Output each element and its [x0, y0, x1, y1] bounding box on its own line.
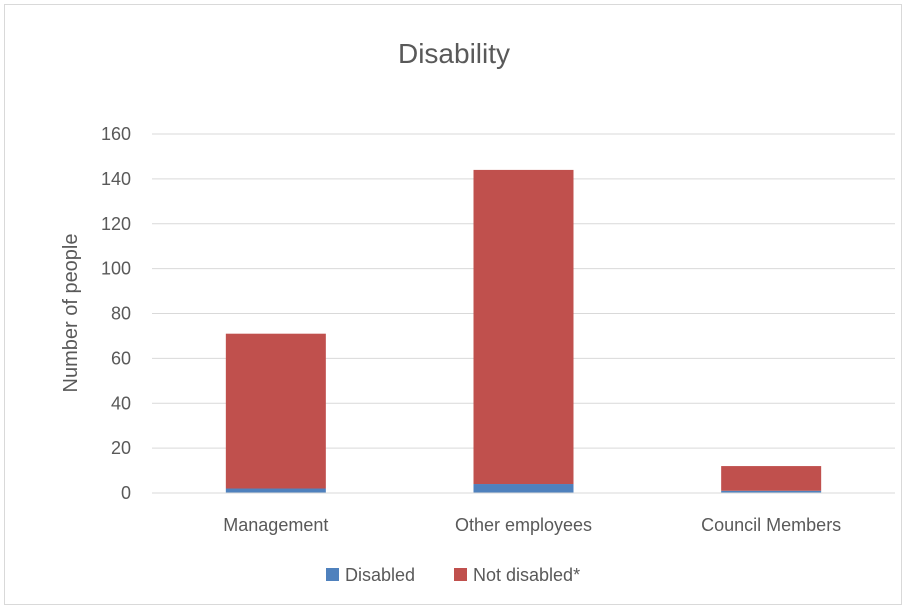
- bar-disabled-0: [225, 488, 326, 493]
- y-tick-label: 100: [101, 259, 131, 279]
- legend-label: Not disabled*: [473, 565, 580, 585]
- legend-swatch: [454, 568, 467, 581]
- category-label: Management: [223, 515, 328, 535]
- category-labels: Management Other employees Council Members: [223, 515, 841, 535]
- y-tick-label: 40: [111, 393, 131, 413]
- category-label: Council Members: [701, 515, 841, 535]
- bar-not-disabled-0: [225, 333, 326, 489]
- chart-title: Disability: [398, 38, 510, 69]
- y-tick-label: 60: [111, 348, 131, 368]
- category-label: Other employees: [455, 515, 592, 535]
- bar-disabled-2: [721, 490, 822, 493]
- y-tick-label: 140: [101, 169, 131, 189]
- y-tick-label: 120: [101, 214, 131, 234]
- y-tick-label: 20: [111, 438, 131, 458]
- y-tick-label: 80: [111, 304, 131, 324]
- legend-swatch: [326, 568, 339, 581]
- chart-frame: [4, 4, 902, 605]
- y-tick-labels: 0 20 40 60 80 100 120 140 160: [101, 124, 131, 503]
- bars: [225, 169, 822, 493]
- y-tick-label: 0: [121, 483, 131, 503]
- bar-not-disabled-1: [473, 169, 574, 485]
- y-tick-label: 160: [101, 124, 131, 144]
- y-axis-title: Number of people: [60, 234, 82, 393]
- bar-disabled-1: [473, 484, 574, 493]
- bar-not-disabled-2: [721, 466, 822, 491]
- legend: Disabled Not disabled*: [326, 565, 580, 585]
- legend-label: Disabled: [345, 565, 415, 585]
